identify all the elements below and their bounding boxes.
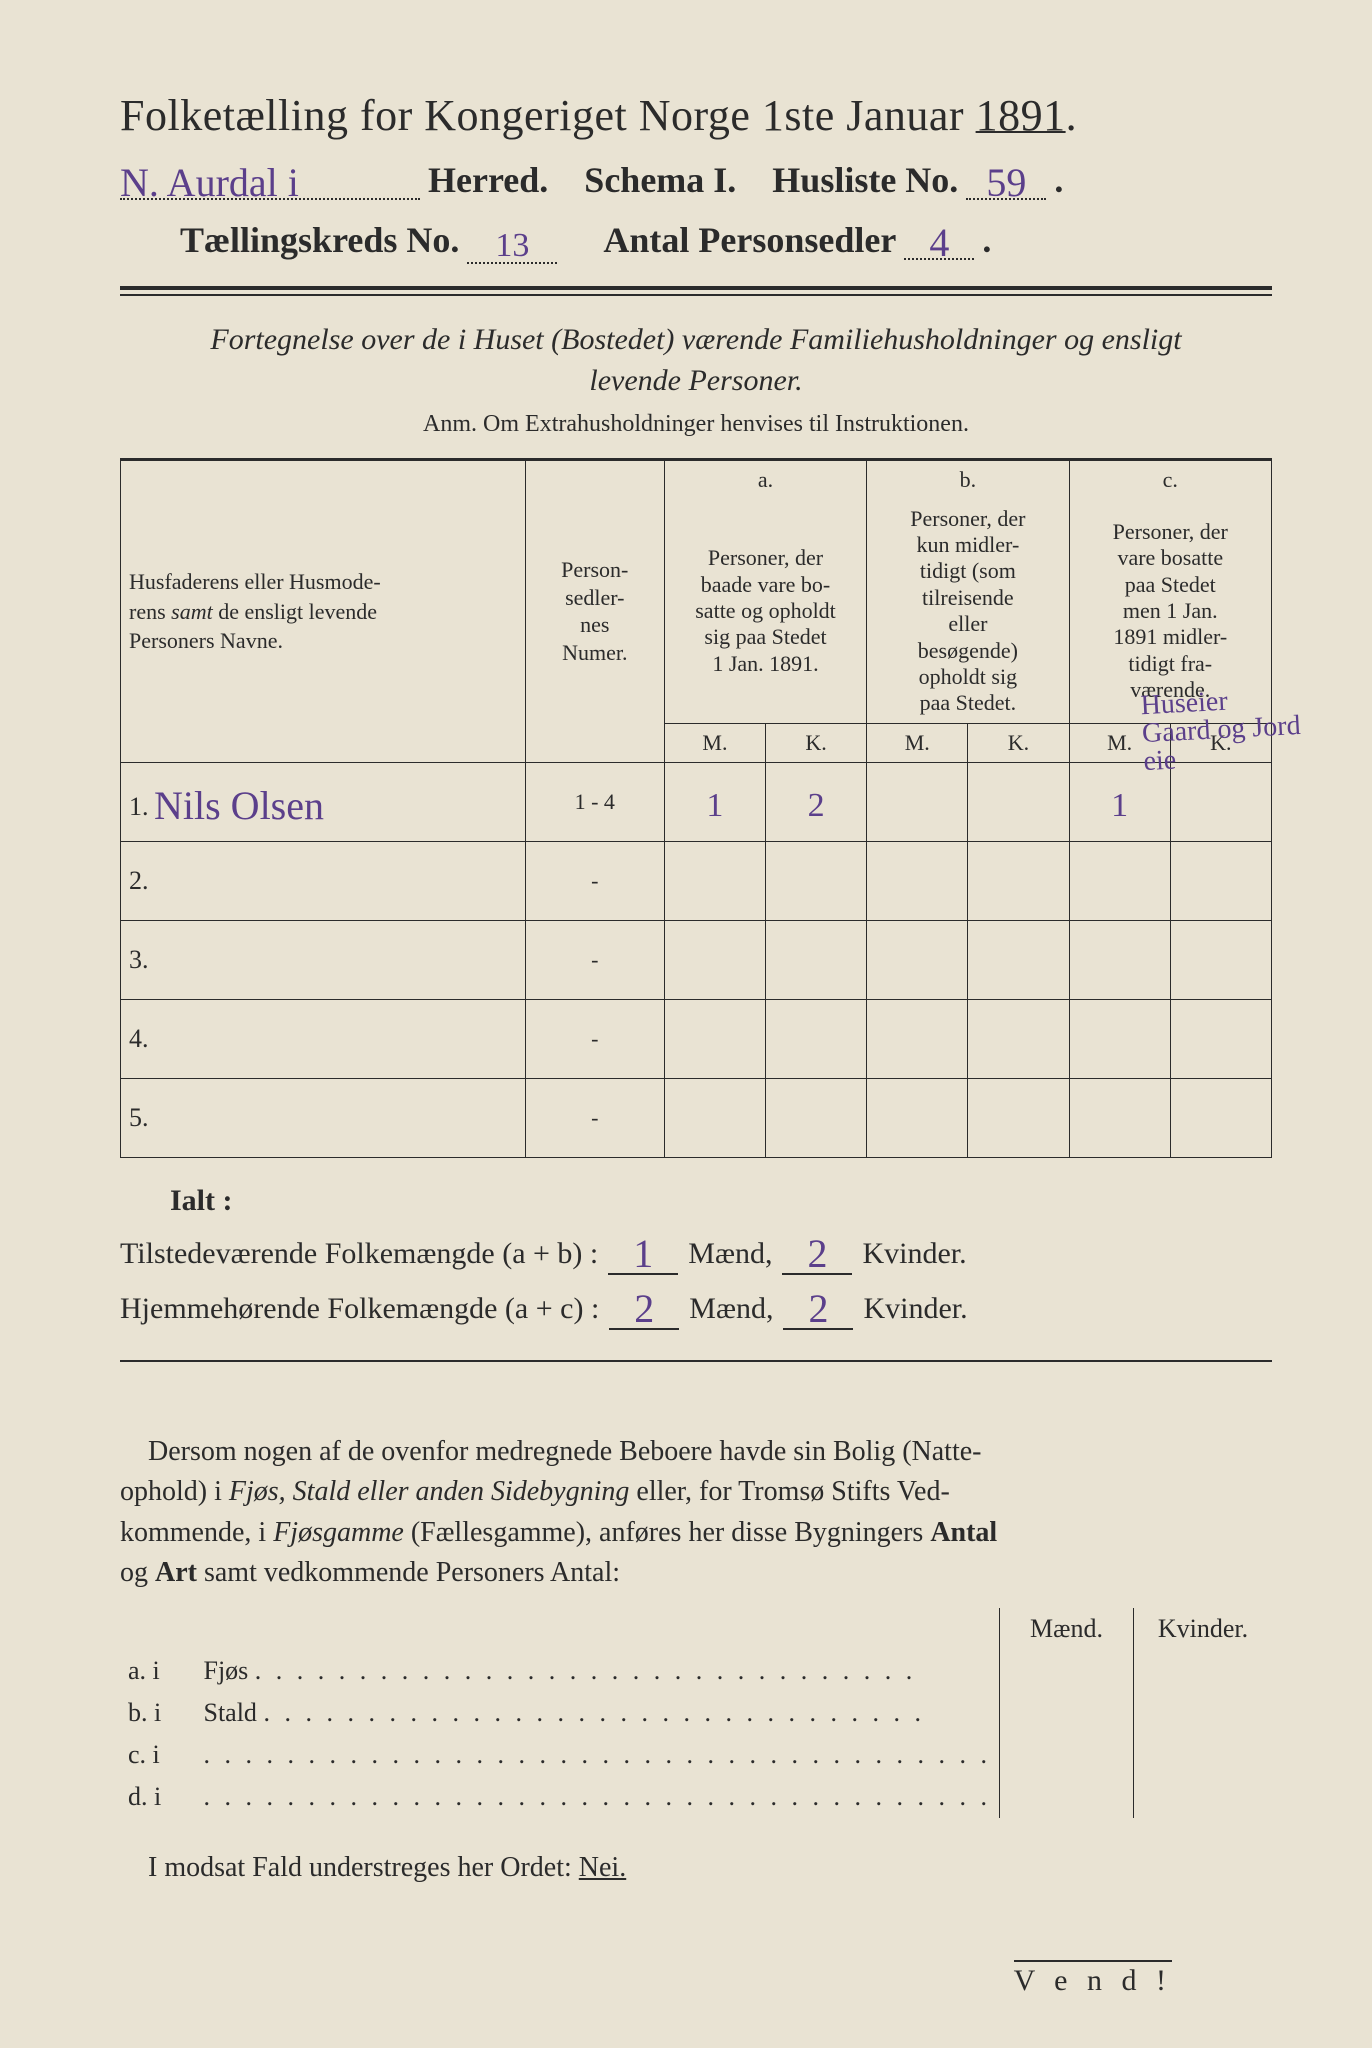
bygning-row: c. i . . . . . . . . . . . . . . . . . .…	[120, 1734, 1272, 1776]
census-table: Husfaderens eller Husmode-rens samt de e…	[120, 458, 1272, 1158]
header-line-1: N. Aurdal i Herred. Schema I. Husliste N…	[120, 155, 1272, 201]
hdr-a-top: a.	[664, 460, 866, 500]
schema-label: Schema I.	[584, 159, 736, 201]
herred-label: Herred.	[428, 159, 548, 201]
husliste-no: 59	[986, 160, 1026, 205]
table-row: 3. -	[121, 920, 1272, 999]
table-row: 1. Nils Olsen 1 - 4 1 2 1	[121, 762, 1272, 841]
bygning-row: a. i Fjøs . . . . . . . . . . . . . . . …	[120, 1650, 1272, 1692]
hdr-c-top: c.	[1069, 460, 1271, 500]
margin-note: Huseier Gaard og Jord eie	[1140, 684, 1304, 776]
kreds-no: 13	[495, 227, 529, 264]
hdr-b: Personer, derkun midler-tidigt (somtilre…	[867, 500, 1069, 724]
hdr-b-m: M.	[867, 723, 968, 762]
tot-line2-k: 2	[808, 1286, 828, 1331]
table-row: 4. -	[121, 999, 1272, 1078]
bygning-row: d. i . . . . . . . . . . . . . . . . . .…	[120, 1776, 1272, 1818]
hdr-a-k: K.	[766, 723, 867, 762]
hdr-num: Person-sedler-nesNumer.	[525, 460, 664, 763]
bygning-row: b. i Stald . . . . . . . . . . . . . . .…	[120, 1692, 1272, 1734]
byg-hdr-k: Kvinder.	[1134, 1608, 1273, 1650]
ialt-label: Ialt :	[170, 1184, 1272, 1218]
table-row: 5. -	[121, 1078, 1272, 1157]
header-line-2: Tællingskreds No. 13 Antal Personsedler …	[120, 215, 1272, 264]
intro-anm: Anm. Om Extrahusholdninger henvises til …	[120, 411, 1272, 438]
row1-name: Nils Olsen	[154, 783, 324, 828]
intro-italic: Fortegnelse over de i Huset (Bostedet) v…	[140, 320, 1252, 401]
hdr-a: Personer, derbaade vare bo-satte og opho…	[664, 500, 866, 724]
antal-label: Antal Personsedler	[603, 219, 896, 261]
nei-word: Nei.	[579, 1852, 626, 1883]
census-form-page: Folketælling for Kongeriget Norge 1ste J…	[0, 0, 1372, 2048]
title-prefix: Folketælling for Kongeriget Norge 1ste J…	[120, 91, 976, 140]
husliste-label: Husliste No.	[772, 159, 958, 201]
hdr-name: Husfaderens eller Husmode-rens samt de e…	[121, 460, 526, 763]
nei-line: I modsat Fald understreges her Ordet: Ne…	[120, 1852, 1272, 1884]
tot-line2-label: Hjemmehørende Folkemængde (a + c) :	[120, 1292, 599, 1326]
hdr-b-top: b.	[867, 460, 1069, 500]
tot-line1-label: Tilstedeværende Folkemængde (a + b) :	[120, 1237, 598, 1271]
totals-block: Ialt : Tilstedeværende Folkemængde (a + …	[120, 1184, 1272, 1330]
tot-line2-m: 2	[634, 1286, 654, 1331]
tot-line1-m: 1	[633, 1231, 653, 1276]
vend-label: V e n d !	[1014, 1960, 1172, 1998]
tot-line1-k: 2	[807, 1231, 827, 1276]
title-suffix: .	[1066, 91, 1078, 140]
hdr-a-m: M.	[664, 723, 765, 762]
hdr-b-k: K.	[968, 723, 1069, 762]
bygning-table: Mænd. Kvinder. a. i Fjøs . . . . . . . .…	[120, 1608, 1272, 1818]
byg-hdr-m: Mænd.	[999, 1608, 1133, 1650]
kreds-label: Tællingskreds No.	[180, 219, 459, 261]
antal-no: 4	[929, 220, 949, 265]
title-year: 1891	[976, 91, 1066, 140]
bygning-paragraph: Dersom nogen af de ovenfor medregnede Be…	[120, 1432, 1272, 1594]
page-title: Folketælling for Kongeriget Norge 1ste J…	[120, 90, 1272, 141]
herred-value: N. Aurdal i	[120, 160, 299, 205]
table-row: 2. -	[121, 841, 1272, 920]
